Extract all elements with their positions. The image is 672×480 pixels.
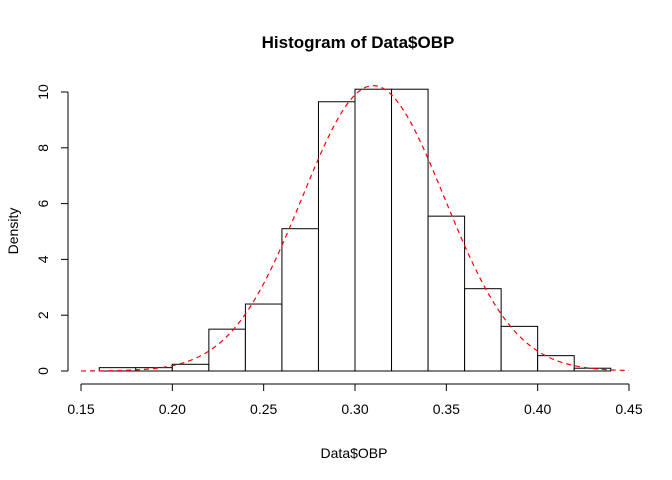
y-tick-label: 10 bbox=[35, 84, 51, 100]
y-tick-label: 2 bbox=[35, 311, 51, 319]
y-tick-label: 4 bbox=[35, 255, 51, 263]
histogram-bar bbox=[354, 88, 393, 372]
x-tick-label: 0.45 bbox=[615, 401, 642, 417]
x-tick-label: 0.30 bbox=[341, 401, 368, 417]
y-axis: 0 2 4 6 8 10 bbox=[35, 84, 69, 375]
x-tick-label: 0.15 bbox=[67, 401, 94, 417]
y-tick-label: 6 bbox=[35, 199, 51, 207]
y-tick-label: 0 bbox=[35, 367, 51, 375]
histogram-bar bbox=[500, 325, 539, 372]
x-tick-label: 0.25 bbox=[250, 401, 277, 417]
x-axis-label: Data$OBP bbox=[321, 445, 388, 461]
bars-group bbox=[98, 88, 612, 372]
chart-title: Histogram of Data$OBP bbox=[262, 33, 455, 52]
x-axis: 0.15 0.20 0.25 0.30 0.35 0.40 0.45 bbox=[67, 383, 643, 417]
histogram-bar bbox=[427, 215, 466, 372]
x-tick-label: 0.40 bbox=[524, 401, 551, 417]
histogram-bar bbox=[317, 101, 356, 372]
normal-density-curve bbox=[80, 85, 630, 372]
histogram-bar bbox=[391, 88, 429, 372]
x-tick-label: 0.35 bbox=[433, 401, 460, 417]
histogram-bar bbox=[537, 355, 575, 372]
y-axis-label: Density bbox=[5, 208, 21, 255]
histogram-bar bbox=[281, 228, 319, 372]
x-tick-label: 0.20 bbox=[159, 401, 186, 417]
histogram-bar bbox=[464, 288, 502, 372]
histogram-bar bbox=[244, 303, 283, 372]
y-tick-label: 8 bbox=[35, 144, 51, 152]
histogram-bar bbox=[171, 363, 210, 372]
